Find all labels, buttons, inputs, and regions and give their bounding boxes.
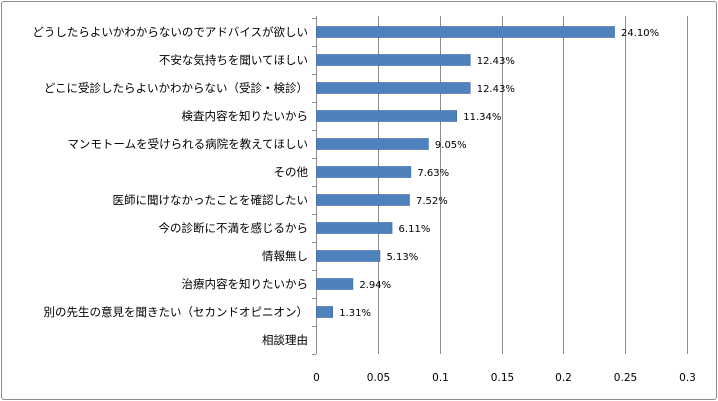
data-label-9: 2.94% — [359, 280, 391, 291]
data-label-1: 12.43% — [477, 56, 515, 67]
x-tick-label-6: 0.3 — [679, 372, 696, 384]
x-tick-label-5: 0.25 — [614, 372, 637, 384]
data-label-6: 7.52% — [416, 196, 448, 207]
category-label-10: 別の先生の意見を聞きたい（セカンドオピニオン） — [44, 305, 309, 319]
data-label-2: 12.43% — [477, 84, 515, 95]
category-label-1: 不安な気持ちを聞いてほしい — [159, 53, 308, 67]
category-label-2: どこに受診したらよいかわからない（受診・検診） — [44, 81, 308, 95]
data-label-5: 7.63% — [417, 168, 449, 179]
bar-8 — [316, 250, 381, 262]
category-label-9: 治療内容を知りたいから — [182, 277, 309, 291]
x-tick-label-0: 0 — [313, 372, 320, 384]
x-tick-label-4: 0.2 — [555, 372, 572, 384]
category-label-0: どうしたらよいかわからないのでアドバイスが欲しい — [32, 25, 308, 39]
bar-0 — [316, 26, 615, 38]
category-label-6: 医師に聞けなかったことを確認したい — [113, 193, 309, 207]
gridlines — [312, 16, 688, 355]
bar-7 — [316, 222, 393, 234]
bar-1 — [316, 54, 471, 66]
x-tick-label-3: 0.15 — [491, 372, 514, 384]
bar-9 — [316, 278, 354, 290]
category-label-11: 相談理由 — [262, 333, 308, 347]
bar-10 — [316, 306, 334, 318]
data-label-8: 5.13% — [386, 252, 418, 263]
bars — [316, 26, 615, 318]
bar-2 — [316, 82, 471, 94]
category-label-4: マンモトームを受けられる病院を教えてほしい — [67, 137, 308, 151]
bar-5 — [316, 166, 412, 178]
data-label-4: 9.05% — [435, 140, 467, 151]
x-tick-label-2: 0.1 — [432, 372, 449, 384]
category-label-5: その他 — [274, 165, 309, 179]
data-label-7: 6.11% — [399, 224, 431, 235]
data-label-0: 24.10% — [621, 28, 659, 39]
category-label-8: 情報無し — [262, 249, 308, 263]
bar-6 — [316, 194, 410, 206]
category-label-3: 検査内容を知りたいから — [182, 109, 309, 123]
labels: 0 0.05 0.1 0.15 0.2 0.25 0.3 どうしたらよいかわからないのでアドバ… — [32, 25, 696, 384]
category-label-7: 今の診断に不満を感じるから — [159, 221, 309, 235]
bar-3 — [316, 110, 458, 122]
data-label-3: 11.34% — [463, 112, 501, 123]
bar-4 — [316, 138, 429, 150]
x-tick-label-1: 0.05 — [367, 372, 390, 384]
data-label-10: 1.31% — [339, 308, 371, 319]
